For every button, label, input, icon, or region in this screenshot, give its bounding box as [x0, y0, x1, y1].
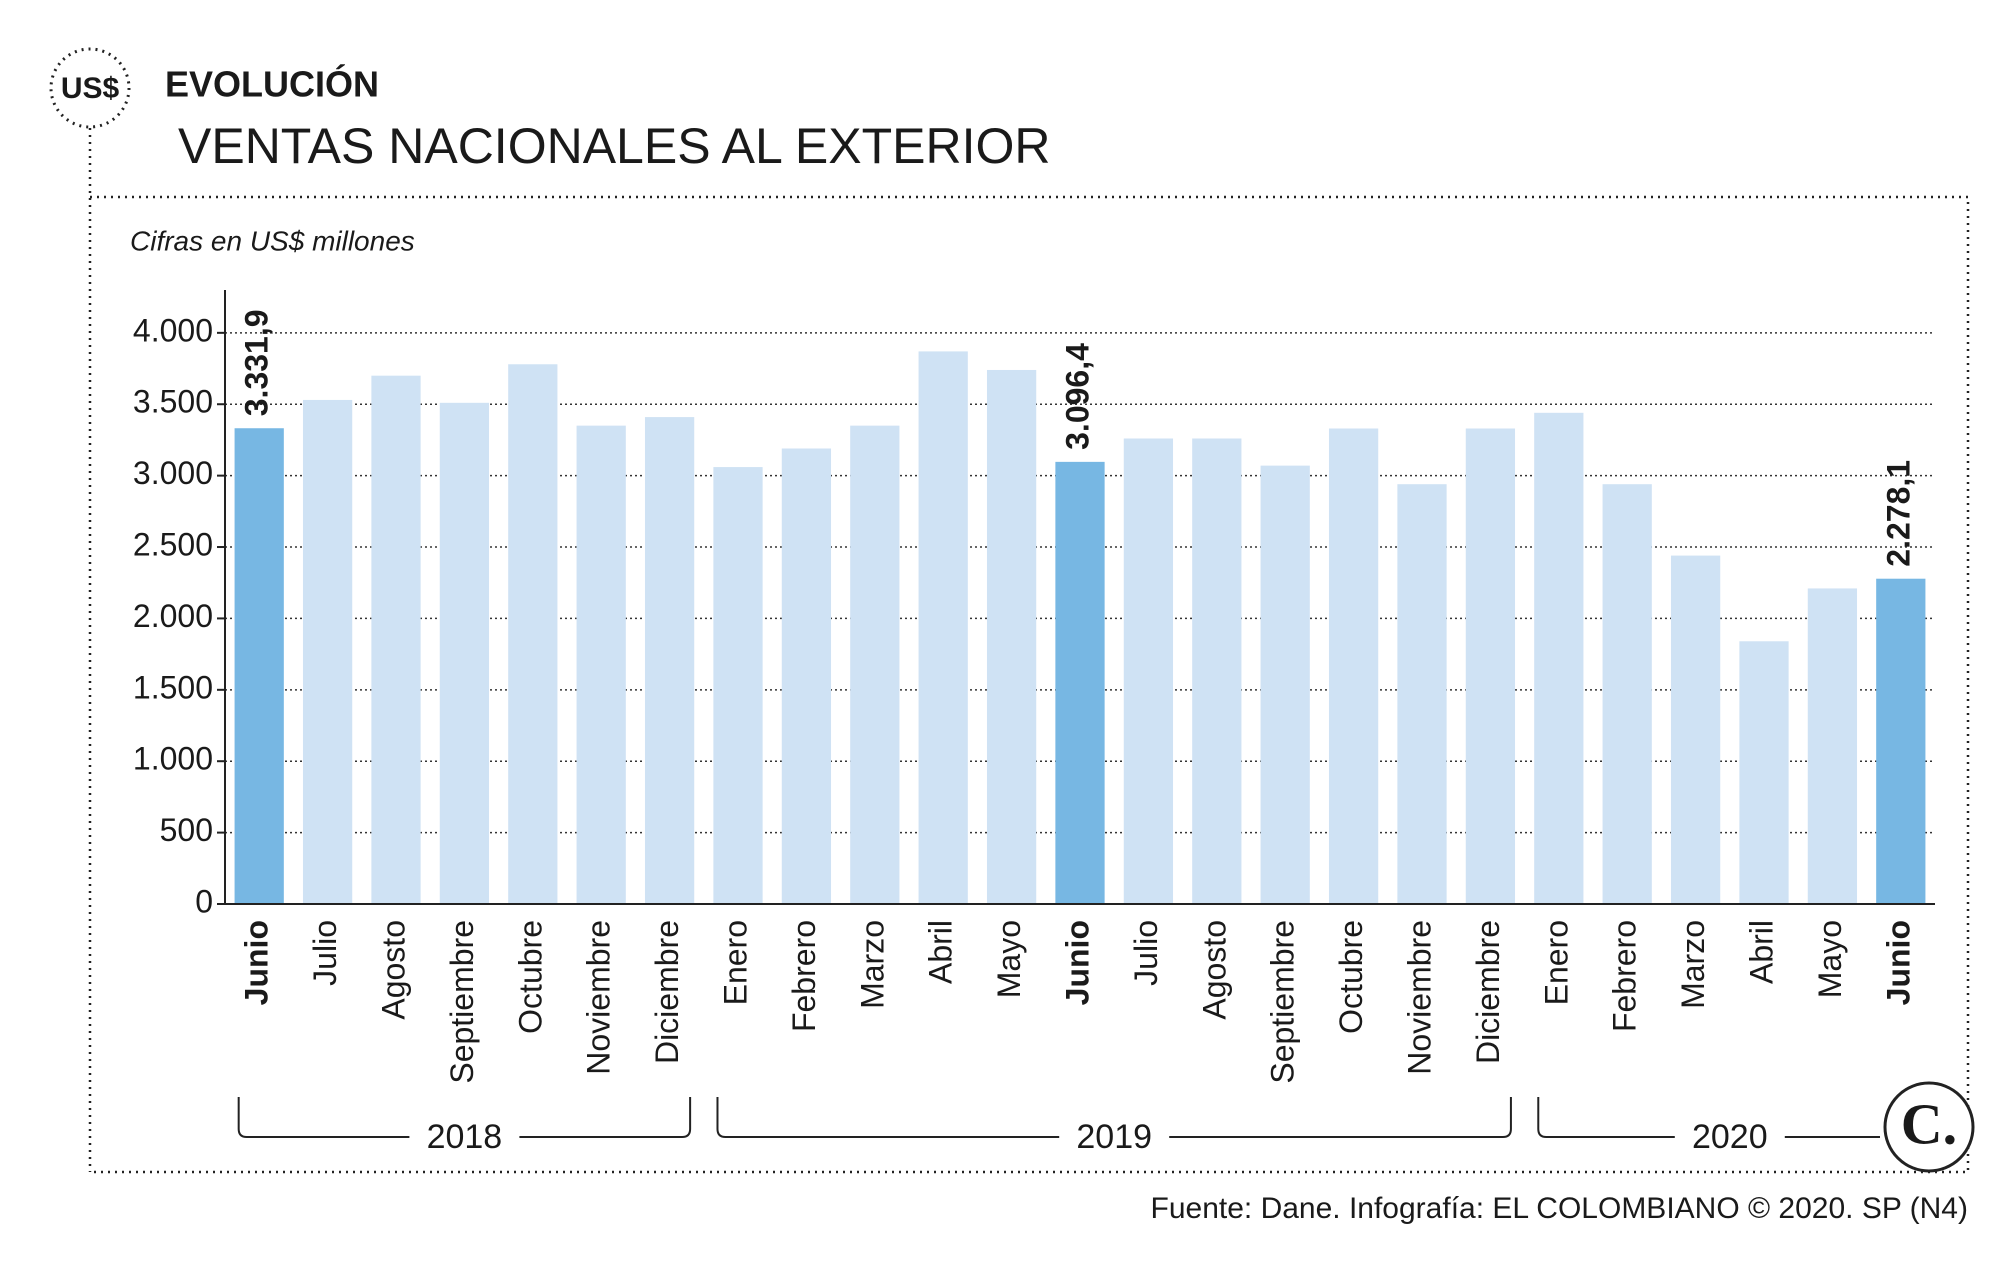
bar	[986, 369, 1037, 905]
bar	[1876, 578, 1926, 904]
bar	[1465, 428, 1516, 904]
x-tick-label: Enero	[1538, 920, 1574, 1005]
bar	[1192, 438, 1242, 904]
x-tick-label: Octubre	[512, 920, 548, 1034]
bar	[1534, 412, 1584, 904]
bar	[1602, 484, 1652, 904]
icon: US$	[61, 72, 120, 105]
bar	[1260, 465, 1310, 904]
logo-ring	[1883, 1081, 1975, 1173]
bar	[576, 425, 626, 904]
y-tick-label: 3.000	[133, 455, 213, 491]
bar	[234, 428, 284, 904]
bar	[918, 351, 968, 904]
x-tick-label: Marzo	[1675, 920, 1711, 1009]
x-tick-label: Diciembre	[1470, 920, 1506, 1064]
bar	[1123, 438, 1174, 904]
bar	[1807, 588, 1858, 904]
bar	[1055, 461, 1105, 904]
group-bracket	[519, 1097, 692, 1138]
x-tick-label: Agosto	[375, 920, 411, 1020]
group-bracket	[716, 1097, 1060, 1138]
x-tick-label: Junio	[239, 920, 275, 1005]
y-tick-label: 1.000	[133, 741, 213, 777]
value-label: 2.278,1	[1880, 460, 1916, 567]
bar	[1739, 641, 1789, 904]
value-label: 3.331,9	[239, 309, 275, 416]
x-tick-label: Octubre	[1333, 920, 1369, 1034]
x-tick-label: Junio	[1880, 920, 1916, 1005]
x-tick-label: Septiembre	[1265, 920, 1301, 1084]
x-tick-label: Noviembre	[1401, 920, 1437, 1075]
x-tick-label: Febrero	[1607, 920, 1643, 1032]
kicker: EVOLUCIÓN	[165, 63, 379, 105]
x-tick-label: Abril	[1743, 920, 1779, 984]
bar	[439, 402, 490, 904]
x-tick-label: Agosto	[1196, 920, 1232, 1020]
value-label: 3.096,4	[1059, 343, 1095, 450]
x-tick-label: Mayo	[991, 920, 1027, 998]
group-label: 2018	[427, 1118, 503, 1156]
y-tick-label: 3.500	[133, 384, 213, 420]
bar	[850, 425, 900, 904]
group-bracket	[1537, 1097, 1675, 1138]
x-tick-label: Abril	[923, 920, 959, 984]
icon-ring	[49, 47, 131, 129]
bar	[713, 467, 763, 904]
bar	[1670, 555, 1721, 904]
group-label: 2020	[1692, 1118, 1768, 1156]
x-tick-label: Marzo	[854, 920, 890, 1009]
x-tick-label: Julio	[307, 920, 343, 986]
bar	[508, 364, 558, 904]
bar	[371, 375, 421, 904]
bar	[781, 448, 832, 904]
x-tick-label: Febrero	[786, 920, 822, 1032]
y-tick-label: 4.000	[133, 312, 213, 348]
x-tick-label: Noviembre	[581, 920, 617, 1075]
bar	[1397, 484, 1447, 904]
bar	[1328, 428, 1379, 904]
y-tick-label: 0	[195, 883, 213, 919]
group-bracket	[1169, 1097, 1512, 1138]
bar	[644, 417, 695, 904]
bar	[302, 399, 353, 904]
group-label: 2019	[1076, 1118, 1152, 1156]
y-tick-label: 2.000	[133, 598, 213, 634]
x-tick-label: Enero	[717, 920, 753, 1005]
x-tick-label: Julio	[1128, 920, 1164, 986]
frame	[90, 195, 1970, 1174]
x-tick-label: Diciembre	[649, 920, 685, 1064]
x-tick-label: Junio	[1059, 920, 1095, 1005]
y-tick-label: 2.500	[133, 526, 213, 562]
group-bracket	[237, 1097, 410, 1138]
x-tick-label: Mayo	[1812, 920, 1848, 998]
y-tick-label: 1.500	[133, 669, 213, 705]
logo: C.	[1901, 1091, 1957, 1156]
source: Fuente: Dane. Infografía: EL COLOMBIANO …	[1151, 1192, 1969, 1225]
chart-title: VENTAS NACIONALES AL EXTERIOR	[178, 118, 1050, 174]
x-tick-label: Septiembre	[444, 920, 480, 1084]
subtitle: Cifras en US$ millones	[130, 225, 415, 256]
y-tick-label: 500	[160, 812, 213, 848]
